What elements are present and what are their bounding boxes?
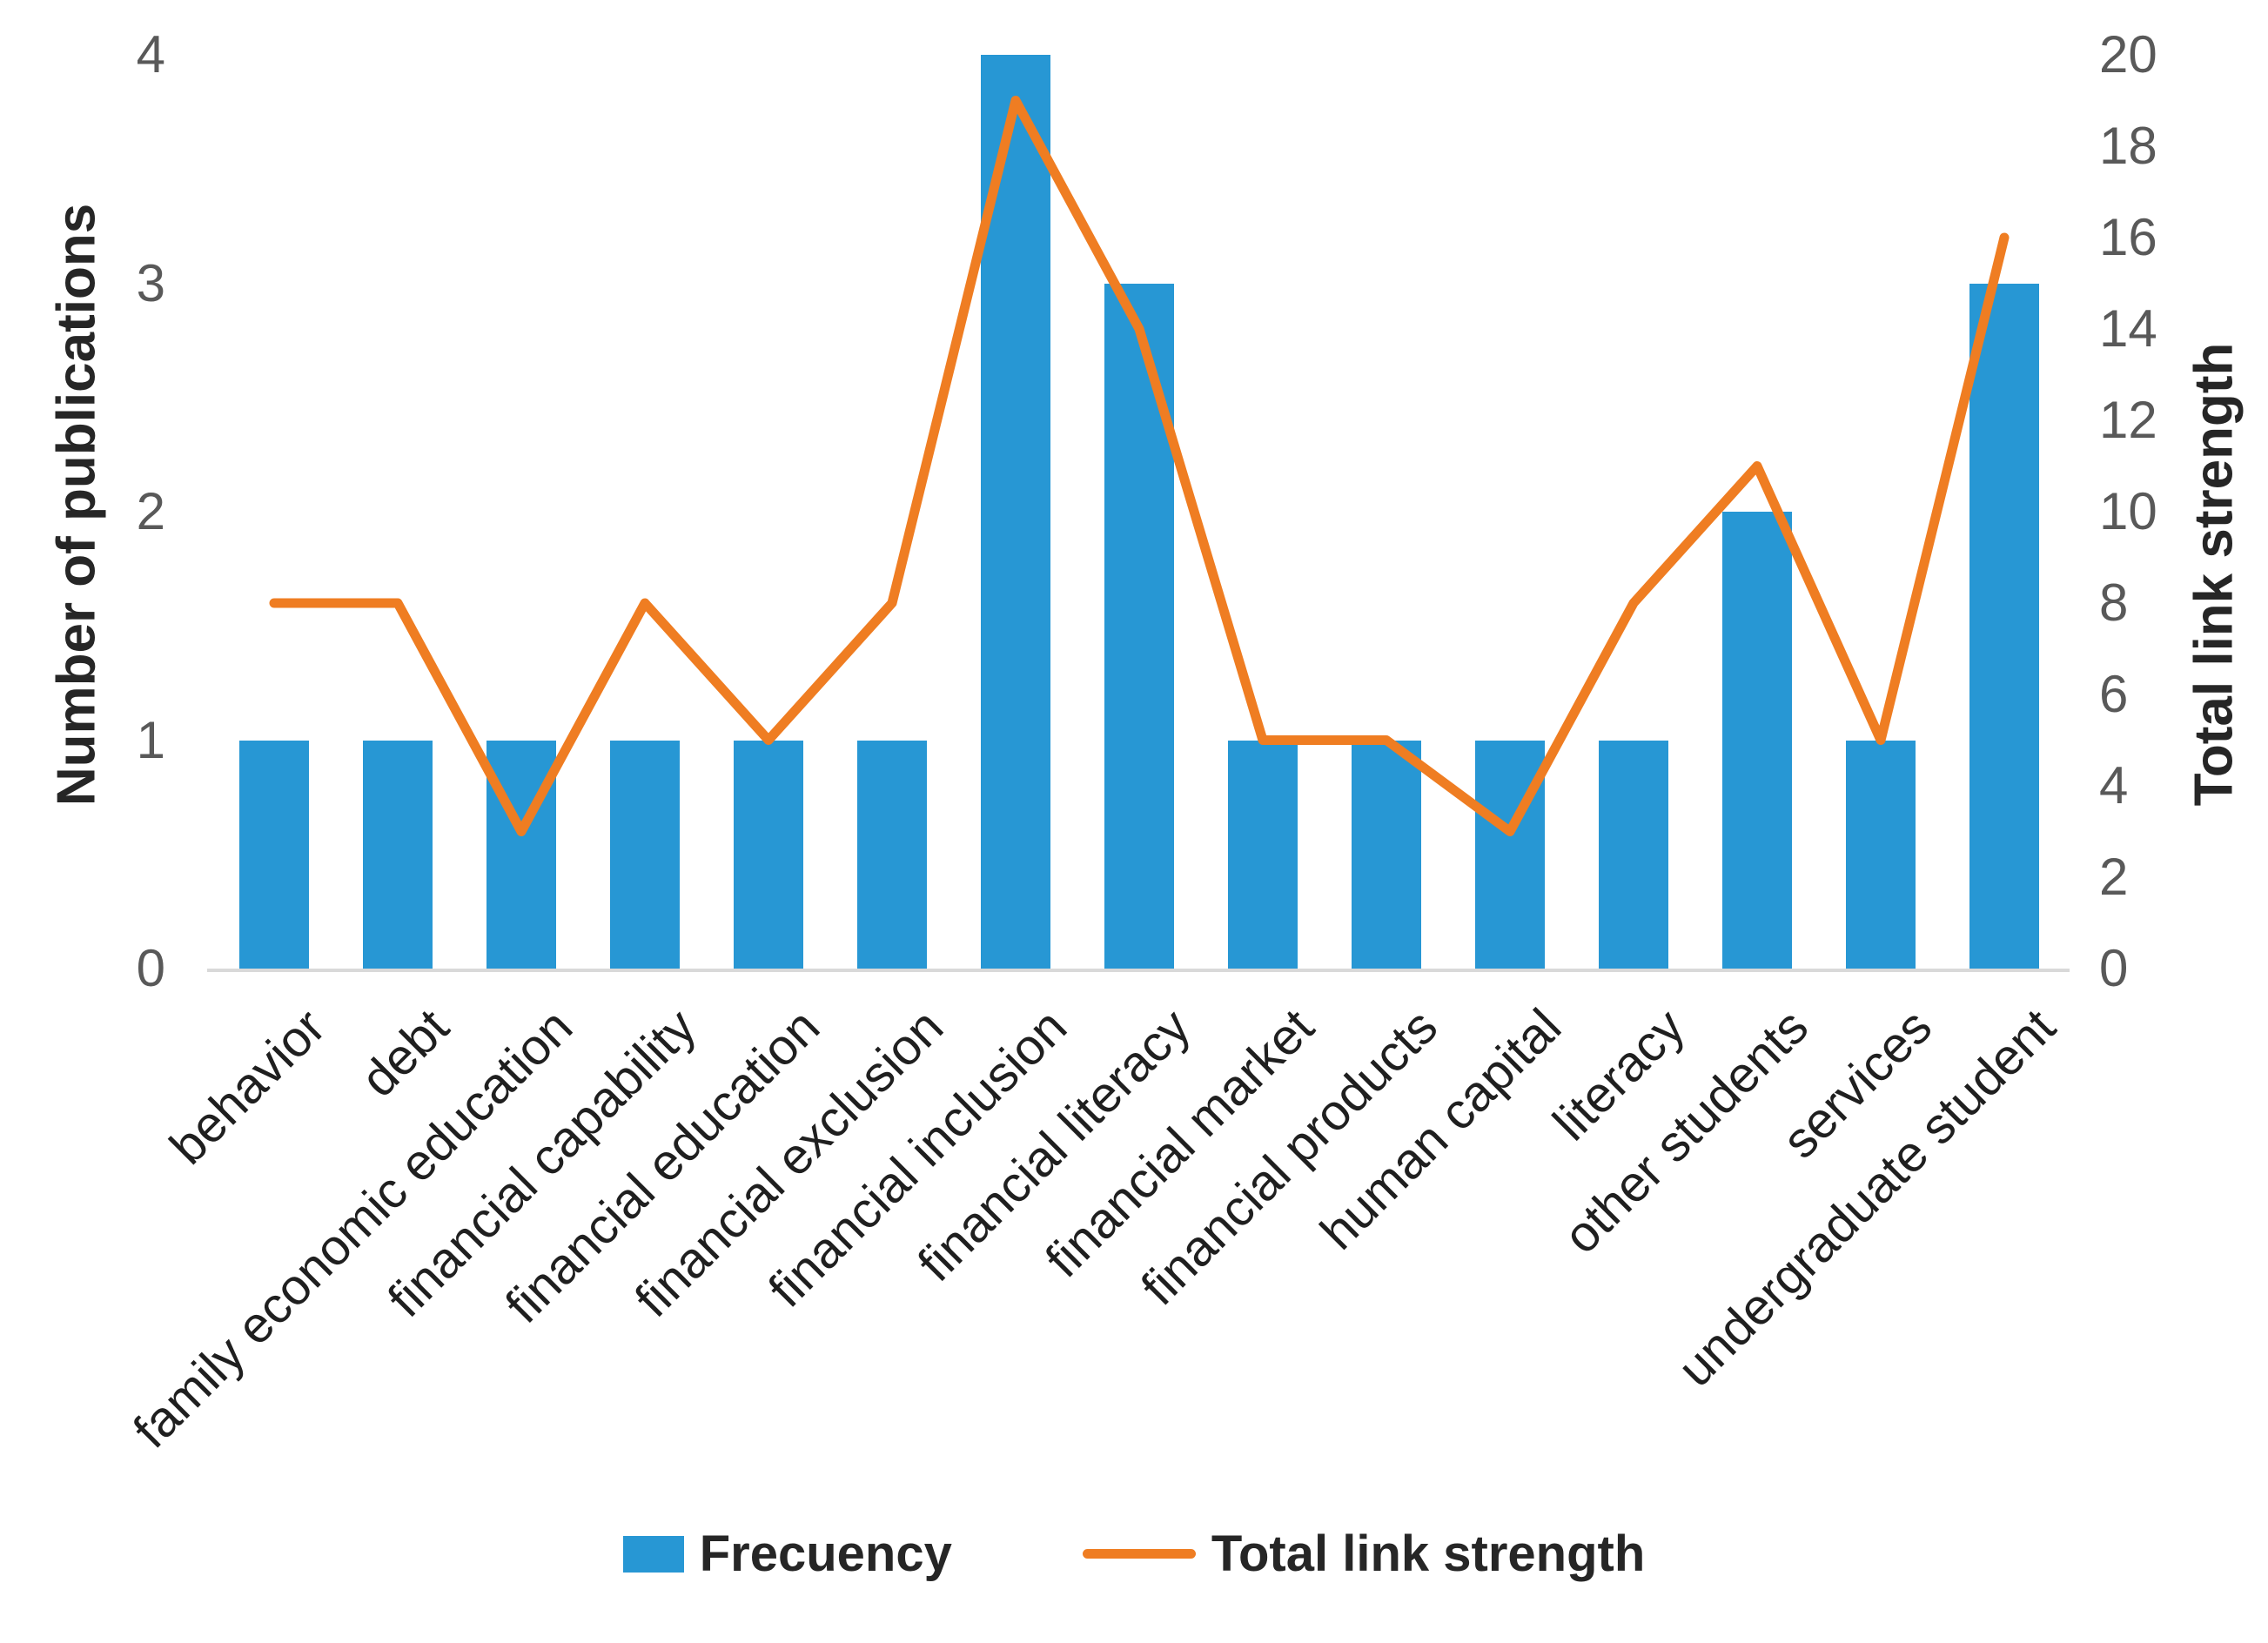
bar-financial-education — [734, 740, 803, 969]
bar-financial-exclusion — [857, 740, 927, 969]
right-tick-18: 18 — [2099, 117, 2157, 175]
bar-financial-products — [1352, 740, 1421, 969]
bar-swatch-icon — [622, 1535, 684, 1573]
bar-behavior — [239, 740, 309, 969]
left-tick-2: 2 — [136, 482, 165, 540]
legend: Frecuency Total link strength — [0, 1525, 2268, 1583]
bar-financial-capability — [610, 740, 680, 969]
bar-services — [1846, 740, 1916, 969]
legend-item-total-link-strength: Total link strength — [1082, 1525, 1646, 1583]
bar-financial-market — [1228, 740, 1298, 969]
right-tick-16: 16 — [2099, 208, 2157, 266]
left-tick-0: 0 — [136, 939, 165, 997]
legend-frequency-label: Frecuency — [699, 1526, 952, 1582]
bar-debt — [363, 740, 433, 969]
bar-human-capital — [1475, 740, 1545, 969]
total-link-strength-line — [269, 96, 2010, 836]
right-tick-2: 2 — [2099, 848, 2129, 906]
line-swatch-icon — [1082, 1549, 1196, 1559]
right-tick-14: 14 — [2099, 299, 2157, 358]
bar-undergraduate-student — [1969, 283, 2039, 969]
right-tick-4: 4 — [2099, 756, 2129, 815]
right-tick-6: 6 — [2099, 665, 2129, 723]
legend-line-label: Total link strength — [1211, 1526, 1646, 1582]
legend-item-frequency: Frecuency — [622, 1525, 952, 1583]
bar-family-economic-education — [486, 740, 556, 969]
left-tick-1: 1 — [136, 710, 165, 769]
left-tick-4: 4 — [136, 25, 165, 84]
left-tick-3: 3 — [136, 253, 165, 312]
x-axis-line — [207, 969, 2070, 972]
right-tick-10: 10 — [2099, 482, 2157, 540]
right-tick-0: 0 — [2099, 939, 2129, 997]
right-tick-8: 8 — [2099, 573, 2129, 632]
bar-literacy — [1599, 740, 1668, 969]
bar-other-students — [1722, 512, 1792, 969]
right-tick-20: 20 — [2099, 25, 2157, 84]
right-tick-12: 12 — [2099, 391, 2157, 449]
